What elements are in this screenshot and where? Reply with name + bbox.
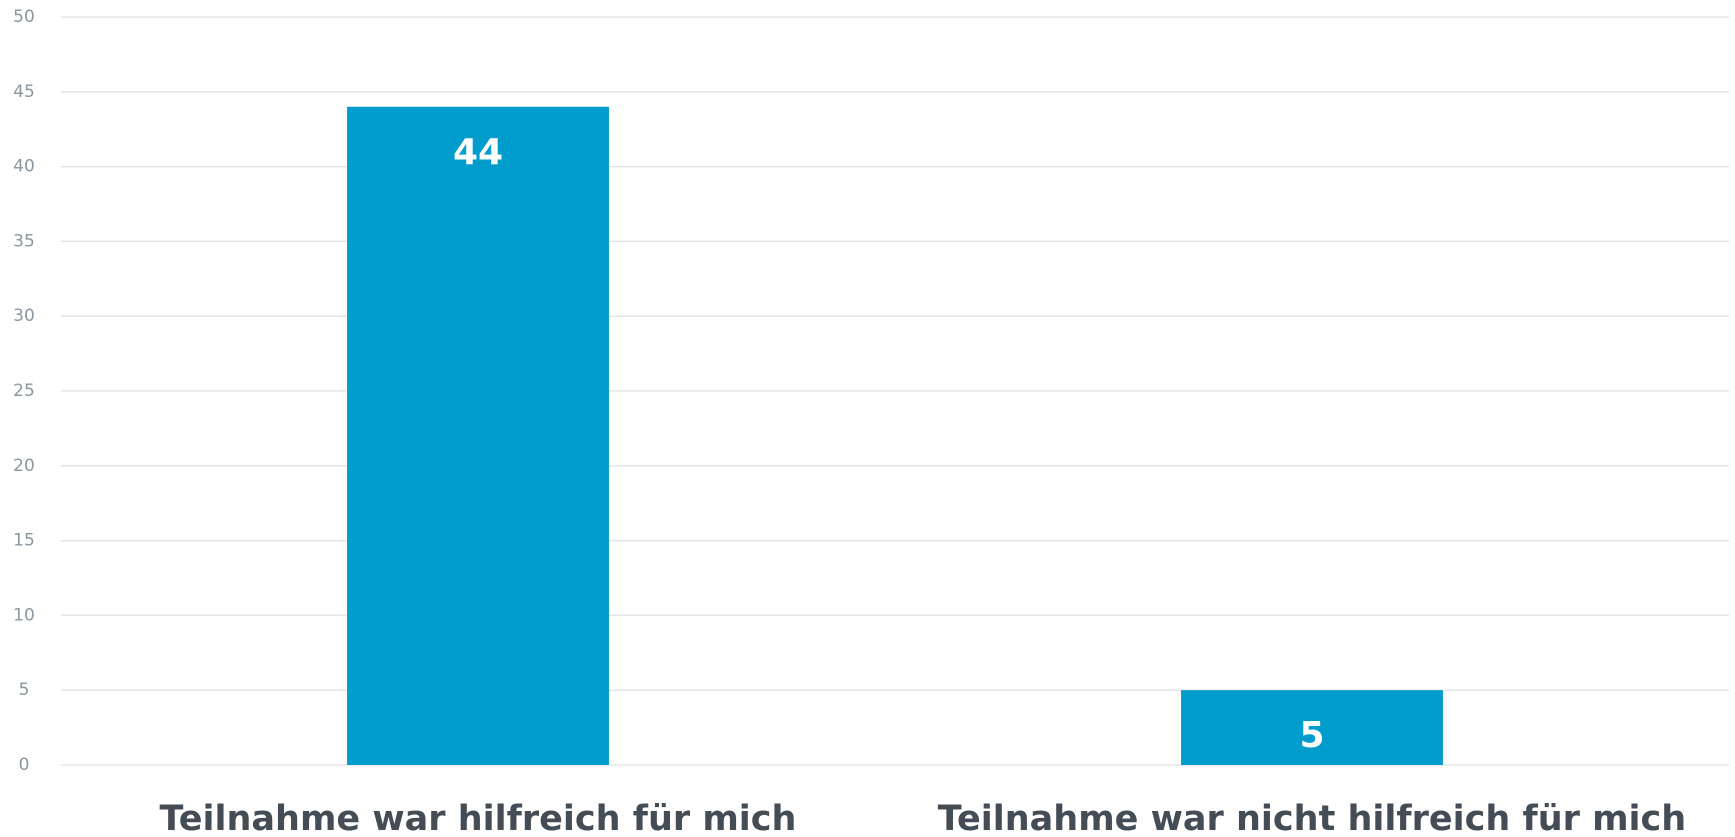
x-tick-label: Teilnahme war nicht hilfreich für mich bbox=[938, 799, 1686, 837]
y-tick-label: 40 bbox=[13, 157, 35, 177]
value-label: 44 bbox=[453, 132, 503, 173]
bar bbox=[1181, 690, 1443, 765]
y-tick-label: 10 bbox=[13, 605, 35, 625]
y-tick-label: 45 bbox=[13, 82, 35, 102]
y-tick-label: 5 bbox=[19, 680, 30, 700]
value-label: 5 bbox=[1299, 715, 1324, 756]
x-tick-label: Teilnahme war hilfreich für mich bbox=[160, 799, 797, 837]
y-tick-label: 15 bbox=[13, 531, 35, 551]
y-tick-label: 0 bbox=[19, 755, 30, 775]
bar bbox=[347, 106, 609, 765]
y-tick-label: 30 bbox=[13, 306, 35, 326]
y-tick-label: 35 bbox=[13, 231, 35, 251]
y-tick-label: 25 bbox=[13, 381, 35, 401]
y-tick-label: 50 bbox=[13, 7, 35, 27]
y-tick-label: 20 bbox=[13, 456, 35, 476]
